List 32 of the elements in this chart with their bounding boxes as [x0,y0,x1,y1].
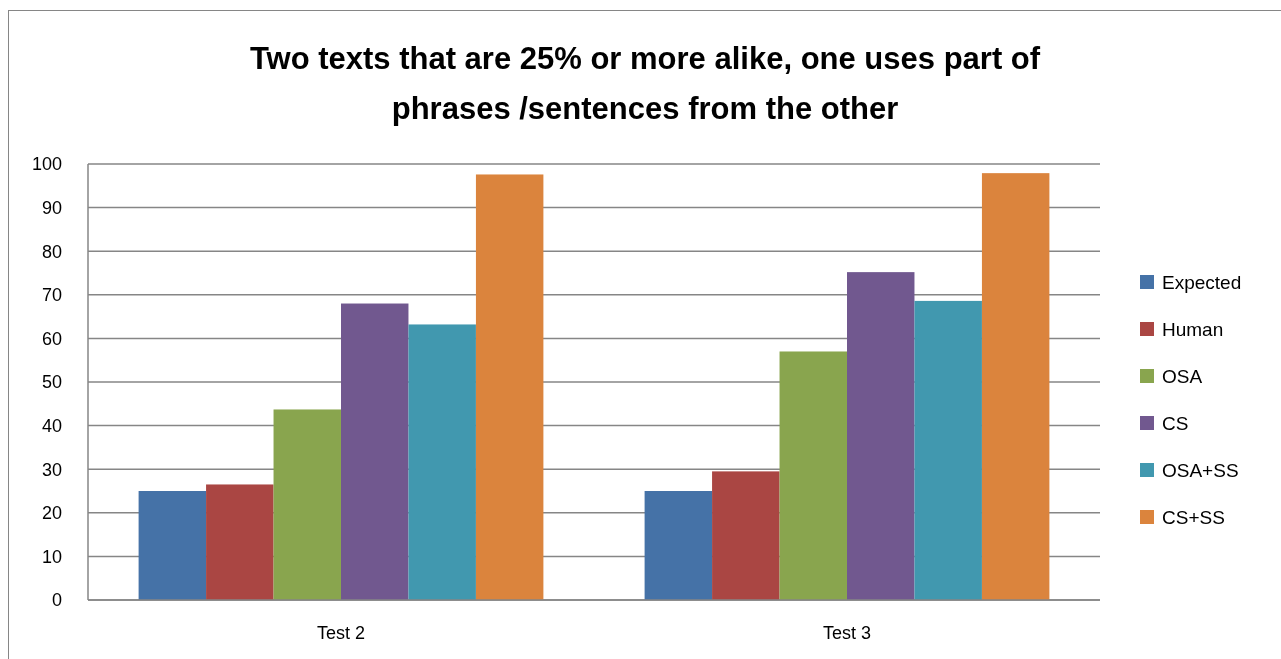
bar [273,409,341,600]
legend-label: OSA+SS [1162,459,1239,481]
y-tick-label: 60 [41,328,62,349]
y-tick-label: 10 [41,546,62,567]
chart-title: Two texts that are 25% or more alike, one uses part of phrases /sentences from the other [249,41,1041,126]
bar [914,300,982,600]
y-tick-label: 80 [41,241,62,262]
legend-label: CS [1162,412,1189,434]
bar [341,303,409,600]
y-tick-label: 0 [51,590,62,611]
bar [847,272,915,600]
bar [206,484,274,600]
x-tick-label: Test 2 [316,623,366,643]
bar [475,174,544,600]
legend-label: OSA [1162,365,1203,387]
y-tick-label: 20 [41,503,62,524]
bar [712,471,780,600]
bar [981,173,1050,600]
bar [644,491,713,600]
bar [138,491,207,600]
y-tick-label: 90 [41,197,62,218]
bar [408,324,476,600]
legend-label: CS+SS [1162,506,1225,528]
y-tick-label: 70 [41,285,62,306]
legend-label: Human [1162,318,1224,340]
y-tick-label: 100 [31,154,62,175]
x-tick-label: Test 3 [822,623,872,643]
y-tick-label: 40 [41,415,62,436]
y-tick-label: 30 [41,459,62,480]
legend-label: Expected [1162,271,1242,293]
y-tick-label: 50 [41,372,62,393]
bar [779,351,847,600]
